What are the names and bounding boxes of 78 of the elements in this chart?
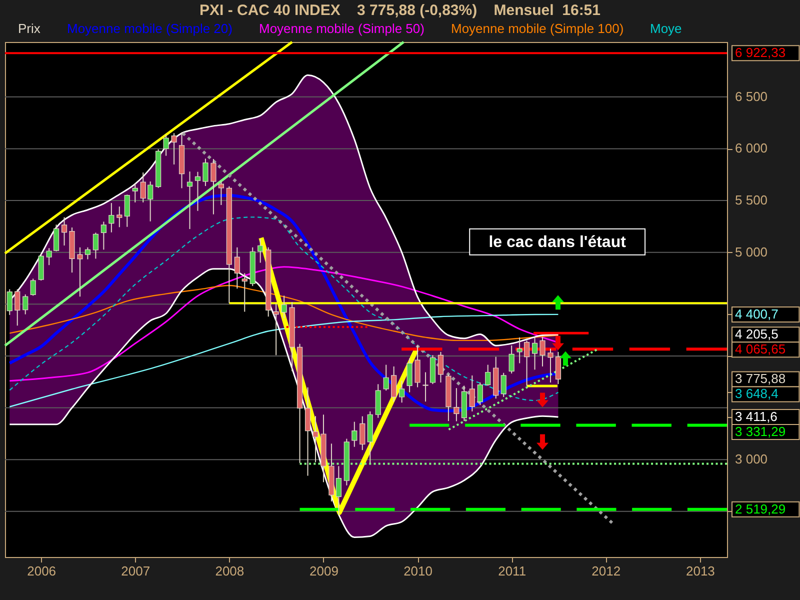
candlestick xyxy=(406,358,412,393)
x-tick-label: 2013 xyxy=(686,564,715,578)
y-tick-label: 4 400,7 xyxy=(735,306,778,322)
candlestick xyxy=(194,171,201,212)
candlestick xyxy=(92,232,98,260)
candlestick xyxy=(116,206,122,228)
y-tick-label: 3 648,4 xyxy=(735,386,778,402)
ref-line-label: 6 922,33 xyxy=(735,45,786,60)
x-tick-label: 2009 xyxy=(310,564,338,578)
candlestick xyxy=(22,294,28,315)
candlestick xyxy=(540,336,546,367)
candlestick xyxy=(163,134,169,156)
x-tick-label: 2008 xyxy=(215,564,244,578)
candlestick xyxy=(508,345,514,374)
candlestick xyxy=(100,221,106,250)
data-label: 4 065,65 xyxy=(735,342,786,357)
x-tick-label: 2011 xyxy=(498,564,526,578)
candlestick xyxy=(485,364,491,386)
candlestick xyxy=(391,366,397,402)
candlestick xyxy=(186,171,193,230)
y-tick-label: 5 500 xyxy=(735,192,768,208)
x-tick-label: 2007 xyxy=(121,564,150,578)
y-tick-label: 3 411,6 xyxy=(735,408,778,424)
candlestick xyxy=(14,288,20,326)
text: Prix xyxy=(18,20,41,36)
candlestick xyxy=(304,386,311,476)
candlestick xyxy=(218,180,224,206)
x-tick-label: 2006 xyxy=(27,564,56,578)
candlestick xyxy=(258,238,264,264)
data-label: 3 331,29 xyxy=(735,424,786,439)
candlestick xyxy=(360,416,366,451)
data-label: 2 519,29 xyxy=(735,501,786,516)
candlestick xyxy=(61,216,68,246)
candlestick xyxy=(399,380,405,404)
candlestick xyxy=(281,295,287,319)
candlestick xyxy=(414,345,420,388)
candlestick xyxy=(422,372,428,402)
y-tick-label: 5 000 xyxy=(735,244,768,260)
candlestick xyxy=(77,246,83,298)
candlestick xyxy=(242,272,248,312)
candlestick xyxy=(202,158,208,187)
text: Moyenne mobile (Simple 50) xyxy=(259,20,424,36)
y-tick-label: 6 000 xyxy=(735,140,768,156)
candlestick xyxy=(312,416,318,463)
candlestick xyxy=(84,246,91,260)
candlestick xyxy=(469,374,475,412)
x-tick-label: 2012 xyxy=(592,564,621,578)
text: Moyenne mobile (Simple 20) xyxy=(67,20,232,36)
x-tick-label: 2010 xyxy=(404,564,432,578)
candlestick xyxy=(210,158,216,215)
y-tick-label: 3 775,88 xyxy=(735,371,786,386)
candlestick xyxy=(500,372,506,398)
candlestick xyxy=(454,388,460,422)
candlestick xyxy=(6,288,12,316)
annotation: le cac dans l'étaut xyxy=(488,234,627,251)
line-series xyxy=(8,268,559,538)
candlestick xyxy=(30,278,36,296)
candlestick xyxy=(124,194,130,228)
text: Moyenne mobile (Simple 100) xyxy=(451,20,624,36)
candlestick xyxy=(108,202,114,233)
candlestick xyxy=(477,382,483,406)
y-tick-label: 3 000 xyxy=(735,452,768,467)
candlestick xyxy=(352,421,358,448)
candlestick xyxy=(438,351,444,383)
candlestick xyxy=(383,364,389,392)
text: Moye xyxy=(650,20,682,36)
candlestick xyxy=(234,246,240,290)
y-tick-label: 4 205,5 xyxy=(735,326,778,342)
candlestick xyxy=(132,182,138,203)
candlestick xyxy=(38,252,44,282)
chart-title: PXI - CAC 40 INDEX 3 775,88 (-0,83%) Mensuel 16:51 xyxy=(200,2,600,19)
candlestick xyxy=(555,351,562,385)
candlestick xyxy=(273,303,279,356)
y-tick-label: 6 500 xyxy=(735,88,768,104)
line-series xyxy=(9,314,559,408)
candlestick xyxy=(548,348,554,383)
candlestick xyxy=(171,132,177,165)
candlestick xyxy=(532,336,538,370)
